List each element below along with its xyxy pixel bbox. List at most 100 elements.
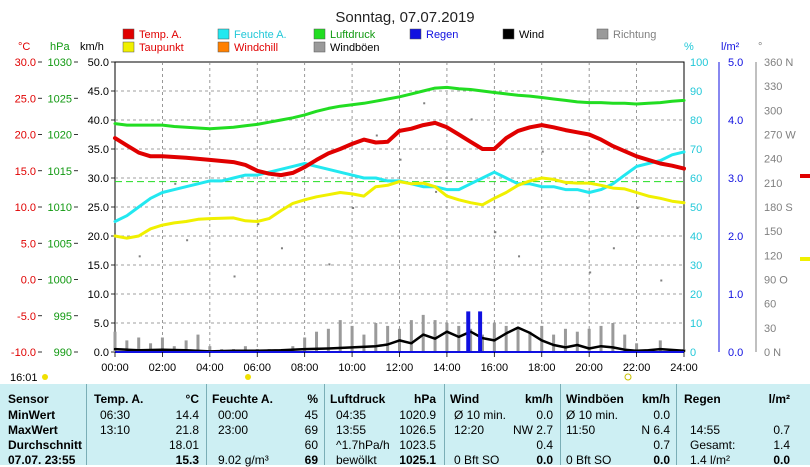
dewpoint-line <box>113 176 686 240</box>
row-label: MinWert <box>8 408 56 422</box>
table-divider <box>86 384 87 465</box>
legend-label: Wind <box>519 29 544 41</box>
humidity-time: 23:00 <box>218 423 249 437</box>
wind-unit-label: km/h <box>80 41 104 53</box>
direction-dot <box>328 263 331 266</box>
direction-tick-label: 30 <box>764 323 776 335</box>
temperature-line <box>113 120 686 178</box>
pressure-tick-label: 1015 <box>48 166 72 178</box>
header-gust-unit: km/h <box>641 392 670 406</box>
pressure-tick-label: 1010 <box>48 202 72 214</box>
direction-dot <box>660 279 663 282</box>
direction-dot <box>352 207 355 209</box>
wind-value: NW 2.7 <box>512 423 553 437</box>
wind-tick-label: 25.0 <box>88 202 109 214</box>
pressure-tick-label: 1025 <box>48 93 72 105</box>
temp-time: 13:10 <box>100 423 131 437</box>
gust-bar <box>208 346 212 352</box>
rain-tick-label: 1.0 <box>728 289 743 301</box>
legend-swatch <box>313 41 326 53</box>
pressure-time: 13:55 <box>336 423 367 437</box>
header-pressure-unit: hPa <box>413 392 436 406</box>
legend-swatch <box>217 41 230 53</box>
humidity-time: 00:00 <box>218 408 249 422</box>
legend-swatch <box>122 28 135 40</box>
wind-time: 12:20 <box>454 423 485 437</box>
humidity-value: 60 <box>304 438 318 452</box>
gust-bar <box>338 320 342 352</box>
wind-value: 0.0 <box>536 408 553 422</box>
direction-dot <box>470 118 473 121</box>
time-label: 16:00 <box>481 362 509 374</box>
direction-dot <box>435 190 438 193</box>
wind-tick-label: 10.0 <box>88 289 109 301</box>
direction-dot <box>636 207 639 209</box>
statistics-table: Sensor Temp. A. °C Feuchte A.% Luftdruck hPa W… <box>0 384 810 467</box>
time-label: 24:00 <box>670 362 698 374</box>
gust-bar <box>480 334 484 352</box>
wind-line <box>113 326 686 353</box>
pressure-value: 1025.1 <box>399 453 436 467</box>
gust-bar <box>658 340 662 352</box>
humidity-tick-label: 30 <box>690 260 702 272</box>
table-divider <box>676 384 677 465</box>
temp-tick-label: 0.0 <box>21 275 36 287</box>
temp-unit-label: °C <box>18 41 30 53</box>
direction-tick-label: 120 <box>764 250 782 262</box>
time-label: 14:00 <box>433 362 461 374</box>
header-temp-unit: °C <box>185 392 199 406</box>
wind-tick-label: 50.0 <box>88 57 109 69</box>
direction-tick-label: 330 <box>764 81 782 93</box>
gust-bar <box>611 323 615 352</box>
gust-bar <box>587 328 591 352</box>
pressure-value: 1026.5 <box>399 423 436 437</box>
humidity-tick-label: 40 <box>690 231 702 243</box>
pressure-tick-label: 995 <box>54 311 72 323</box>
rain-time: 14:55 <box>690 423 721 437</box>
temp-tick-label: 10.0 <box>15 202 36 214</box>
row-label: Durchschnitt <box>8 438 83 452</box>
gust-bar <box>599 325 603 352</box>
gust-bar <box>374 323 378 352</box>
pressure-tick-label: 1005 <box>48 238 72 250</box>
pressure-time: ^1.7hPa/h <box>336 438 390 452</box>
direction-tick-label: 360 N <box>764 57 793 69</box>
direction-dot <box>541 150 544 153</box>
pressure-tick-label: 1000 <box>48 275 72 287</box>
gust-bar <box>303 337 307 352</box>
gust-bar <box>137 337 141 352</box>
direction-dot <box>399 158 402 161</box>
time-label: 18:00 <box>528 362 556 374</box>
time-label: 04:00 <box>196 362 224 374</box>
gust-bar <box>516 328 520 352</box>
gust-bar <box>196 334 200 352</box>
rain-value: 0.7 <box>773 423 790 437</box>
header-wind: Wind <box>450 392 480 406</box>
wind-tick-label: 45.0 <box>88 86 109 98</box>
wind-tick-label: 35.0 <box>88 144 109 156</box>
gust-bar <box>575 331 579 352</box>
gust-bar <box>492 323 496 352</box>
gust-bar <box>350 325 354 352</box>
gust-bar <box>315 331 319 352</box>
humidity-tick-label: 20 <box>690 289 702 301</box>
direction-tick-label: 210 <box>764 178 782 190</box>
gust-time: 11:50 <box>566 423 596 437</box>
pressure-tick-label: 1030 <box>48 57 72 69</box>
humidity-tick-label: 90 <box>690 86 702 98</box>
legend-label: Regen <box>426 29 458 41</box>
humidity-value: 45 <box>304 408 318 422</box>
temp-tick-label: 15.0 <box>15 166 36 178</box>
table-divider <box>444 384 445 465</box>
wind-tick-label: 15.0 <box>88 260 109 272</box>
gust-bar <box>243 346 247 352</box>
humidity-unit-label: % <box>684 41 694 53</box>
humidity-tick-label: 70 <box>690 144 702 156</box>
gust-bar <box>469 328 473 352</box>
gust-value: 0.0 <box>653 453 670 467</box>
data-series <box>113 85 686 353</box>
direction-tick-label: 60 <box>764 299 776 311</box>
wind-value: 0.0 <box>536 453 553 467</box>
header-temp: Temp. A. <box>94 392 144 406</box>
temp-tick-label: 5.0 <box>21 238 36 250</box>
